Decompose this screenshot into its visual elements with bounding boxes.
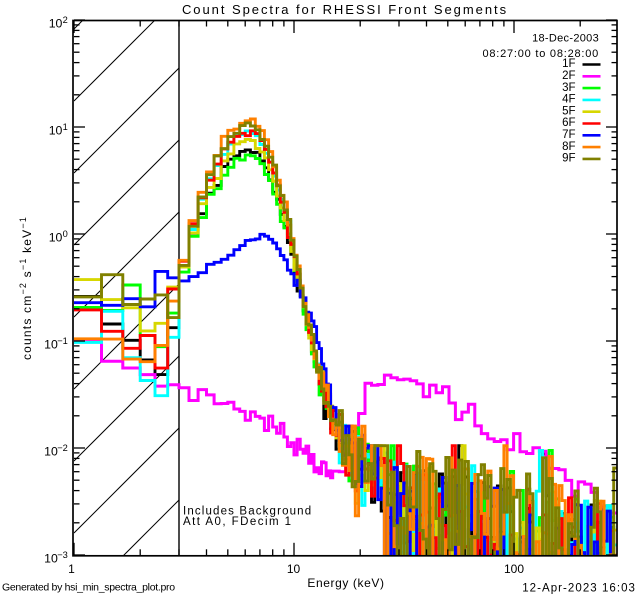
svg-text:12-Apr-2023 16:03: 12-Apr-2023 16:03 [522, 583, 636, 595]
svg-text:100: 100 [504, 562, 524, 576]
svg-text:−2: −2 [57, 443, 68, 453]
svg-text:7F: 7F [562, 129, 575, 141]
svg-text:8F: 8F [562, 141, 575, 153]
svg-text:18-Dec-2003: 18-Dec-2003 [532, 33, 599, 45]
svg-text:6F: 6F [562, 117, 575, 129]
svg-text:Energy (keV): Energy (keV) [307, 576, 384, 590]
svg-text:−1: −1 [57, 336, 68, 346]
svg-text:0: 0 [63, 229, 68, 239]
svg-text:9F: 9F [562, 153, 575, 165]
svg-text:Generated by hsi_min_spectra_p: Generated by hsi_min_spectra_plot.pro [2, 581, 175, 593]
svg-text:10: 10 [49, 123, 63, 137]
svg-text:10: 10 [49, 16, 63, 30]
svg-text:08:27:00 to 08:28:00: 08:27:00 to 08:28:00 [482, 48, 599, 60]
svg-text:2F: 2F [562, 70, 575, 82]
svg-text:1: 1 [63, 122, 68, 132]
svg-text:10: 10 [44, 551, 58, 565]
svg-text:3F: 3F [562, 82, 575, 94]
svg-text:10: 10 [287, 562, 301, 576]
svg-text:2: 2 [63, 15, 68, 25]
svg-text:10: 10 [44, 444, 58, 458]
svg-text:1: 1 [68, 562, 75, 576]
svg-text:10: 10 [44, 337, 58, 351]
svg-text:Includes Background: Includes Background [183, 505, 312, 517]
svg-text:Count Spectra for RHESSI Front: Count Spectra for RHESSI Front Segments [182, 2, 508, 17]
svg-text:5F: 5F [562, 105, 575, 117]
svg-text:Att A0, FDecim 1: Att A0, FDecim 1 [183, 516, 292, 528]
svg-text:counts cm−2 s−1 keV−1: counts cm−2 s−1 keV−1 [18, 216, 34, 360]
svg-text:−3: −3 [57, 550, 68, 560]
svg-text:1F: 1F [562, 58, 575, 70]
svg-text:4F: 4F [562, 94, 575, 106]
svg-text:10: 10 [49, 230, 63, 244]
